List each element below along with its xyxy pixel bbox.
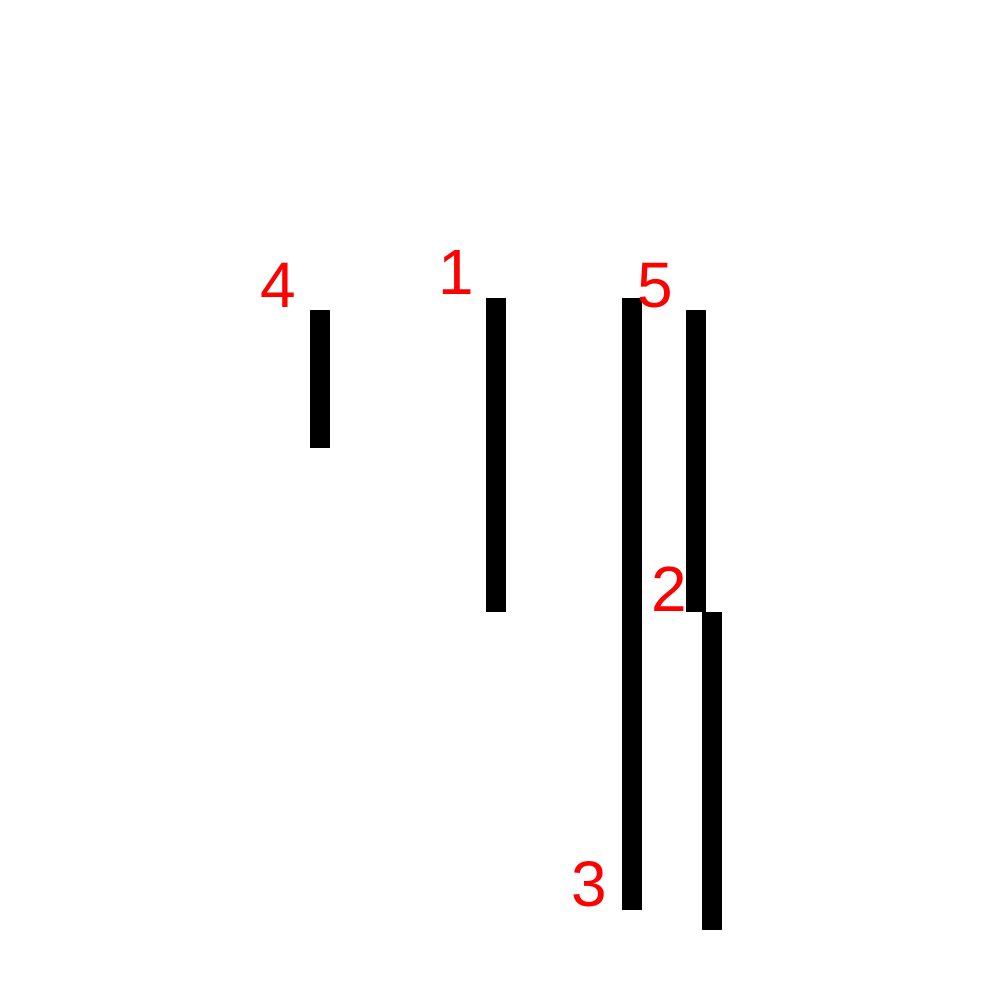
label-1: 1 bbox=[438, 236, 474, 308]
label-3: 3 bbox=[571, 848, 607, 920]
line-segment-2 bbox=[702, 612, 722, 930]
line-segment-5 bbox=[686, 310, 706, 612]
line-segment-4 bbox=[310, 310, 330, 448]
label-4: 4 bbox=[260, 249, 296, 321]
line-segment-1 bbox=[486, 298, 506, 612]
line-segment-3 bbox=[622, 298, 642, 910]
label-5: 5 bbox=[637, 249, 673, 321]
label-2: 2 bbox=[651, 553, 687, 625]
